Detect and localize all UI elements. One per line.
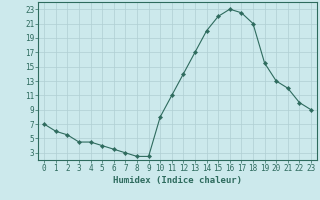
X-axis label: Humidex (Indice chaleur): Humidex (Indice chaleur) — [113, 176, 242, 185]
